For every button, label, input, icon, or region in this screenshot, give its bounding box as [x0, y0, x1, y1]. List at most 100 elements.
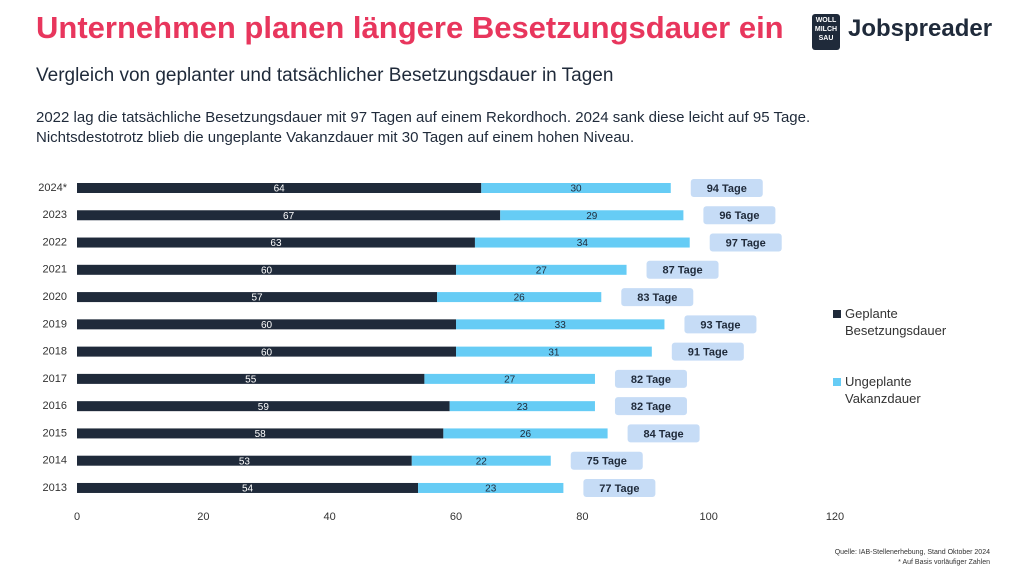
total-label-box	[614, 397, 687, 416]
logo-icon-text: SAU	[818, 35, 834, 42]
total-label: 77 Tage	[599, 483, 639, 495]
bar-segment	[456, 346, 652, 357]
bar-segment	[77, 264, 456, 275]
y-tick-label: 2014	[43, 455, 67, 467]
total-label-box	[621, 288, 694, 307]
total-label-box	[703, 206, 776, 225]
value-label: 22	[476, 456, 488, 467]
value-label: 30	[570, 184, 582, 195]
logo-icon-text: WOLL	[815, 17, 837, 24]
bar-segment	[77, 210, 501, 221]
total-label-box	[690, 179, 763, 197]
value-label: 27	[536, 265, 548, 276]
bar-segment	[77, 292, 438, 303]
total-label: 93 Tage	[700, 319, 740, 331]
y-tick-label: 2015	[43, 427, 67, 439]
chart-subtitle: Vergleich von geplanter und tatsächliche…	[36, 65, 614, 86]
total-label: 91 Tage	[688, 347, 728, 359]
total-label: 96 Tage	[719, 210, 759, 222]
legend-text: Ungeplante Vakanzdauer	[845, 374, 921, 406]
value-label: 60	[261, 265, 273, 276]
bar-segment	[500, 210, 684, 221]
x-tick-label: 40	[324, 511, 336, 523]
bar-segment	[411, 455, 551, 466]
bar-segment	[474, 237, 690, 248]
y-tick-label: 2013	[43, 482, 67, 494]
footnote: * Auf Basis vorläufiger Zahlen	[898, 559, 990, 566]
value-label: 53	[239, 456, 251, 467]
x-tick-label: 100	[699, 511, 717, 523]
total-label-box	[671, 342, 744, 361]
source-note: Quelle: IAB-Stellenerhebung, Stand Oktob…	[834, 549, 990, 556]
y-tick-label: 2023	[43, 209, 67, 221]
description-line: 2022 lag die tatsächliche Besetzungsdaue…	[36, 109, 811, 126]
value-label: 23	[517, 402, 529, 413]
total-label-box	[646, 260, 719, 279]
total-label: 87 Tage	[662, 265, 702, 277]
description-line: Nichtsdestotrotz blieb die ungeplante Va…	[36, 129, 635, 146]
value-label: 33	[555, 320, 567, 331]
value-label: 59	[258, 402, 270, 413]
bar-segment	[437, 292, 602, 303]
value-label: 67	[283, 211, 295, 222]
logo-icon: WOLL MILCH SAU	[812, 14, 840, 50]
value-label: 60	[261, 320, 273, 331]
bar-segment	[443, 428, 608, 439]
bar-segment	[77, 346, 456, 357]
legend-swatch	[833, 378, 841, 386]
bar-segment	[424, 373, 595, 384]
y-tick-label: 2020	[43, 291, 67, 303]
value-label: 64	[274, 184, 286, 195]
value-label: 63	[270, 238, 282, 249]
value-label: 60	[261, 347, 273, 358]
legend-swatch	[833, 310, 841, 318]
total-label: 82 Tage	[631, 401, 671, 413]
value-label: 26	[520, 429, 532, 440]
total-label: 84 Tage	[644, 428, 684, 440]
y-tick-label: 2024*	[38, 182, 67, 194]
bar-segment	[77, 373, 425, 384]
bar-segment	[77, 237, 475, 248]
total-label-box	[684, 315, 757, 334]
bar-segment	[77, 482, 419, 493]
y-tick-label: 2019	[43, 318, 67, 330]
bar-segment	[456, 319, 665, 330]
bar-segment	[77, 183, 482, 193]
y-tick-label: 2021	[43, 264, 67, 276]
x-tick-label: 80	[576, 511, 588, 523]
value-label: 29	[586, 211, 598, 222]
total-label: 82 Tage	[631, 374, 671, 386]
value-label: 27	[504, 375, 516, 386]
logo-icon-text: MILCH	[814, 26, 838, 33]
value-label: 58	[255, 429, 267, 440]
bar-segment	[77, 428, 444, 439]
value-label: 54	[242, 484, 254, 495]
total-label-box	[570, 451, 643, 470]
bar-segment	[77, 401, 450, 412]
value-label: 26	[514, 293, 526, 304]
legend-text: Geplante Besetzungsdauer	[845, 306, 947, 338]
bar-segment	[77, 455, 412, 466]
total-label-box	[614, 369, 687, 388]
total-label: 94 Tage	[707, 183, 747, 195]
value-label: 23	[485, 484, 497, 495]
bar-segment	[449, 401, 595, 412]
x-tick-label: 20	[197, 511, 209, 523]
value-label: 57	[251, 293, 263, 304]
total-label: 75 Tage	[587, 456, 627, 468]
total-label: 97 Tage	[726, 237, 766, 249]
total-label: 83 Tage	[637, 292, 677, 304]
logo-text: Jobspreader	[848, 15, 993, 42]
x-tick-label: 0	[74, 511, 80, 523]
y-tick-label: 2022	[43, 236, 67, 248]
y-tick-label: 2016	[43, 400, 67, 412]
value-label: 55	[245, 375, 257, 386]
y-tick-label: 2018	[43, 346, 67, 358]
value-label: 31	[548, 347, 560, 358]
bar-segment	[418, 482, 564, 493]
x-tick-label: 60	[450, 511, 462, 523]
value-label: 34	[577, 238, 589, 249]
bar-segment	[456, 264, 627, 275]
